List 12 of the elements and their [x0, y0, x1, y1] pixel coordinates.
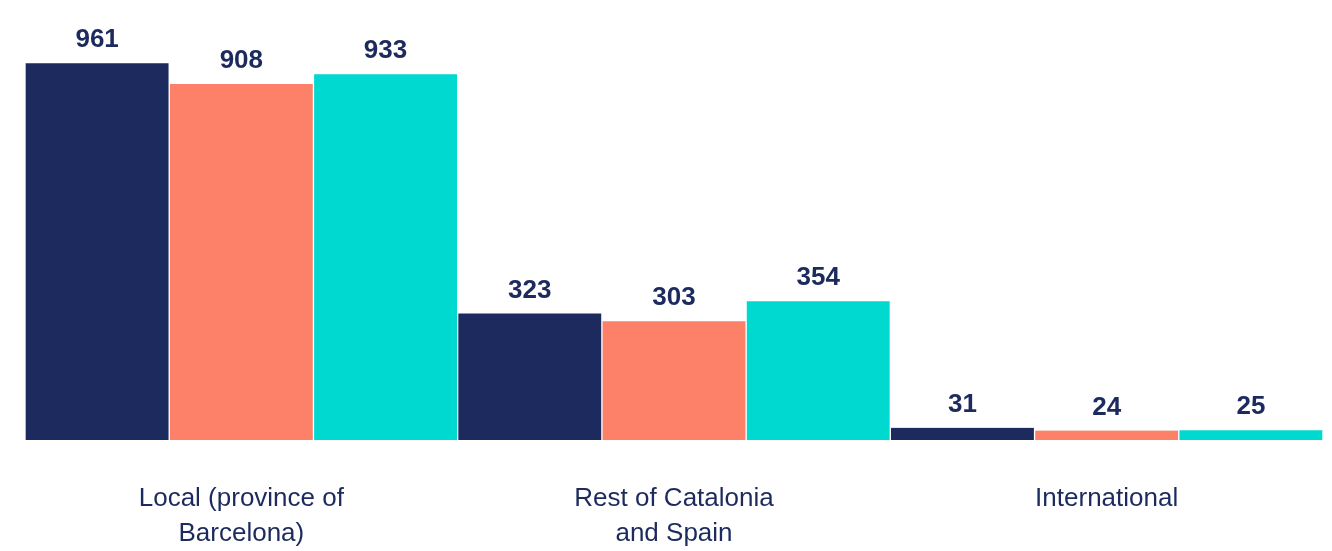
x-tick-label: International: [1035, 482, 1179, 513]
data-label: 933: [363, 34, 408, 65]
data-label: 25: [1236, 390, 1266, 421]
x-tick-label: Local (province of Barcelona): [138, 482, 345, 548]
data-label: 961: [75, 23, 119, 54]
data-label: 31: [947, 388, 977, 419]
data-label: 24: [1092, 390, 1122, 421]
data-label: 303: [652, 281, 696, 312]
x-tick-label: Rest of Catalonia and Spain: [574, 482, 775, 548]
data-label: 354: [796, 261, 841, 292]
data-label: 323: [508, 273, 552, 304]
data-label: 908: [219, 44, 264, 75]
